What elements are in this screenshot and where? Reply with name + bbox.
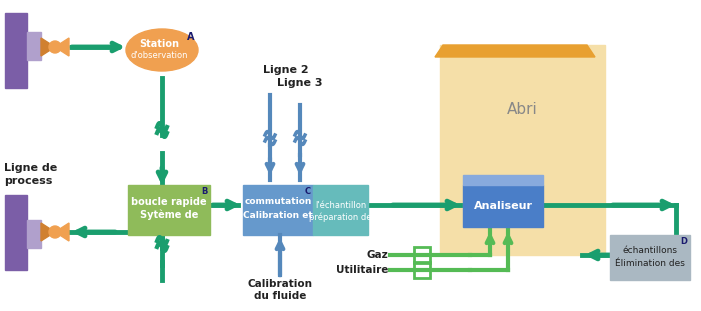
Bar: [463, 175, 543, 185]
Bar: [440, 45, 605, 255]
Text: Sytème de: Sytème de: [139, 210, 198, 220]
Text: C: C: [305, 187, 311, 196]
Text: d'observation: d'observation: [130, 50, 188, 59]
Bar: [5, 13, 27, 88]
Text: Ligne de: Ligne de: [4, 163, 57, 173]
Text: Calibration: Calibration: [247, 279, 313, 289]
Bar: [610, 235, 690, 280]
Polygon shape: [41, 223, 55, 241]
Text: Abri: Abri: [507, 103, 538, 118]
Polygon shape: [55, 38, 69, 56]
Text: du fluide: du fluide: [254, 291, 306, 301]
Polygon shape: [41, 38, 55, 56]
Text: préparation de: préparation de: [309, 212, 372, 222]
Text: process: process: [4, 176, 53, 186]
Text: A: A: [187, 32, 195, 42]
Polygon shape: [435, 45, 595, 57]
Text: Gaz: Gaz: [366, 250, 388, 260]
Text: D: D: [680, 237, 687, 246]
Text: commutation: commutation: [245, 197, 312, 207]
Polygon shape: [55, 223, 69, 241]
Bar: [243, 185, 313, 235]
Bar: [414, 262, 430, 278]
Text: Utilitaire: Utilitaire: [336, 265, 388, 275]
Text: Élimination des: Élimination des: [615, 259, 685, 268]
Bar: [313, 185, 368, 235]
Bar: [463, 185, 543, 227]
Text: échantillons: échantillons: [622, 246, 677, 255]
Bar: [27, 220, 41, 248]
Text: boucle rapide: boucle rapide: [131, 197, 207, 207]
Ellipse shape: [126, 29, 198, 71]
Circle shape: [49, 41, 61, 53]
Text: Ligne 2: Ligne 2: [263, 65, 308, 75]
Text: l'échantillon: l'échantillon: [315, 201, 366, 210]
Circle shape: [49, 226, 61, 238]
Text: B: B: [202, 187, 208, 196]
Text: Ligne 3: Ligne 3: [277, 78, 322, 88]
Text: Analiseur: Analiseur: [473, 201, 533, 211]
Bar: [27, 32, 41, 60]
Bar: [128, 185, 210, 235]
Bar: [5, 195, 27, 270]
Text: Station: Station: [139, 39, 179, 49]
Text: Calibration et: Calibration et: [243, 211, 313, 220]
Bar: [414, 247, 430, 263]
